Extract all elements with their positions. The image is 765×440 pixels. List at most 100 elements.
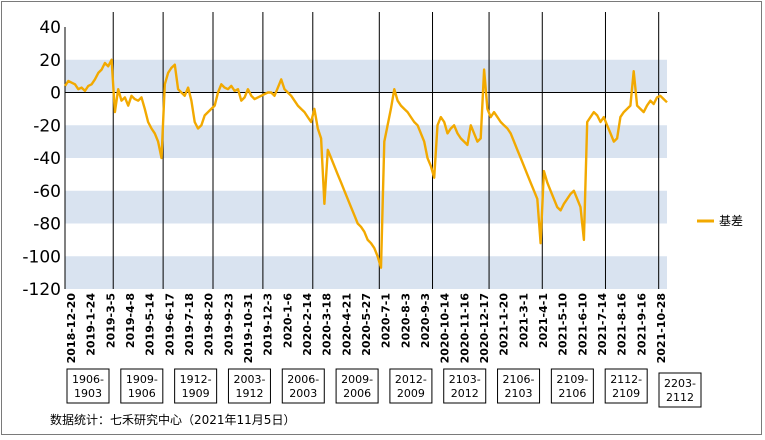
- contract-box-label: 1903: [74, 387, 102, 400]
- y-tick-label: -80: [33, 215, 61, 235]
- x-tick-label: 2020-3-18: [321, 293, 334, 356]
- contract-box: 2006-2003: [281, 368, 325, 404]
- gridline-band-2: [65, 190, 667, 224]
- contract-box: 2106-2103: [497, 368, 541, 404]
- contract-box-label: 2009: [397, 387, 425, 400]
- contract-box-label: 2109-: [556, 373, 588, 386]
- x-tick-label: 2020-11-16: [458, 293, 471, 364]
- legend-label: 基差: [719, 214, 743, 228]
- contract-box-frame: [281, 368, 325, 404]
- source-note: 数据统计：七禾研究中心（2021年11月5日）: [50, 412, 295, 427]
- contract-box-label: 1909-: [126, 373, 158, 386]
- contract-box-frame: [174, 368, 218, 404]
- x-tick-label: 2020-5-27: [360, 293, 373, 356]
- x-tick-label: 2021-1-20: [498, 293, 511, 356]
- y-axis-ticks: 40 20 0 -20 -40 -60 -80 -100 -120: [22, 18, 61, 300]
- contract-box: 1906-1903: [66, 368, 110, 404]
- gridline-band-3: [65, 256, 667, 289]
- x-tick-label: 2021-9-16: [635, 293, 648, 356]
- contract-box-frame: [66, 368, 110, 404]
- x-tick-label: 2019-8-20: [203, 293, 216, 356]
- contract-box-label: 2003-: [233, 373, 265, 386]
- x-tick-label: 2021-5-10: [557, 293, 570, 356]
- gridline-band-1: [65, 125, 667, 158]
- x-tick-label: 2021-6-10: [576, 293, 589, 356]
- y-tick-label: 20: [39, 51, 61, 71]
- contract-box-label: 2112: [666, 391, 694, 404]
- x-tick-label: 2019-7-18: [183, 293, 196, 356]
- x-tick-label: 2019-12-3: [262, 293, 275, 356]
- contract-box-label: 2106-: [503, 373, 535, 386]
- contract-box-frame: [335, 368, 379, 404]
- x-tick-label: 2019-3-5: [104, 293, 117, 348]
- x-tick-label: 2019-6-17: [163, 293, 176, 356]
- x-tick-label: 2020-12-17: [478, 293, 491, 363]
- contract-box: 2009-2006: [335, 368, 379, 404]
- gridline-bands: [65, 59, 667, 289]
- contract-box-label: 1909: [182, 387, 210, 400]
- contract-box-label: 1906: [128, 387, 156, 400]
- contract-box: 2003-1912: [227, 368, 271, 404]
- contract-box-frame: [389, 368, 433, 404]
- x-tick-label: 2019-10-31: [242, 293, 255, 363]
- contract-box-label: 2006: [343, 387, 371, 400]
- x-tick-label: 2019-5-14: [144, 293, 157, 356]
- x-tick-label: 2020-2-14: [301, 293, 314, 356]
- x-tick-label: 2021-3-1: [517, 293, 530, 348]
- y-tick-label: -40: [33, 149, 61, 169]
- contract-box-label: 2009-: [341, 373, 373, 386]
- contract-box-label: 2109: [612, 387, 640, 400]
- x-tick-label: 2021-8-16: [616, 293, 629, 356]
- series-line-basis: [64, 58, 668, 269]
- x-tick-label: 2020-9-3: [419, 293, 432, 348]
- contract-box-frame: [120, 368, 164, 404]
- contract-box-label: 2106: [558, 387, 586, 400]
- x-tick-label: 2019-9-23: [222, 293, 235, 356]
- y-tick-label: 0: [50, 84, 61, 104]
- contract-box-label: 2003: [289, 387, 317, 400]
- y-tick-label: -20: [33, 116, 61, 136]
- contract-box-label: 2203-: [664, 377, 696, 390]
- contract-box-frame: [497, 368, 541, 404]
- contract-boxes: 1906-19031909-19061912-19092003-19122006…: [66, 368, 702, 408]
- x-tick-label: 2020-10-14: [439, 293, 452, 364]
- contract-box: 1909-1906: [120, 368, 164, 404]
- contract-box-label: 2103-: [449, 373, 481, 386]
- contract-box-label: 2012-: [395, 373, 427, 386]
- contract-box-frame: [227, 368, 271, 404]
- contract-box-label: 2006-: [287, 373, 319, 386]
- y-tick-label: -120: [22, 280, 61, 300]
- x-tick-label: 2021-10-28: [655, 293, 668, 363]
- contract-box: 2109-2106: [550, 368, 594, 404]
- y-tick-label: 40: [39, 18, 61, 38]
- x-tick-label: 2020-4-21: [340, 293, 353, 356]
- contract-box: 2103-2012: [443, 368, 487, 404]
- contract-box-label: 2112-: [610, 373, 642, 386]
- x-tick-label: 2019-1-24: [85, 293, 98, 356]
- y-tick-label: -100: [22, 247, 61, 267]
- contract-box: 2112-2109: [604, 368, 648, 404]
- contract-box-frame: [604, 368, 648, 404]
- x-tick-label: 2020-8-3: [399, 293, 412, 348]
- x-tick-label: 2018-12-20: [65, 293, 78, 364]
- x-tick-label: 2019-4-8: [124, 293, 137, 348]
- contract-box-frame: [443, 368, 487, 404]
- contract-box-label: 2012: [451, 387, 479, 400]
- contract-box-label: 1912: [235, 387, 263, 400]
- contract-box-frame: [658, 372, 702, 408]
- contract-box-label: 2103: [505, 387, 533, 400]
- x-axis-ticks: 2018-12-20 2019-1-24 2019-3-5 2019-4-8 2019-…: [65, 293, 668, 364]
- contract-box: 1912-1909: [174, 368, 218, 404]
- gridline-band-0: [65, 59, 667, 93]
- contract-box-label: 1912-: [180, 373, 212, 386]
- y-tick-label: -60: [33, 182, 61, 202]
- x-tick-label: 2021-4-1: [537, 293, 550, 348]
- x-tick-label: 2020-7-1: [380, 293, 393, 348]
- legend: 基差: [697, 214, 743, 228]
- contract-box: 2203-2112: [658, 372, 702, 408]
- contract-box-frame: [550, 368, 594, 404]
- x-tick-label: 2020-1-6: [281, 293, 294, 348]
- contract-box-label: 1906-: [72, 373, 104, 386]
